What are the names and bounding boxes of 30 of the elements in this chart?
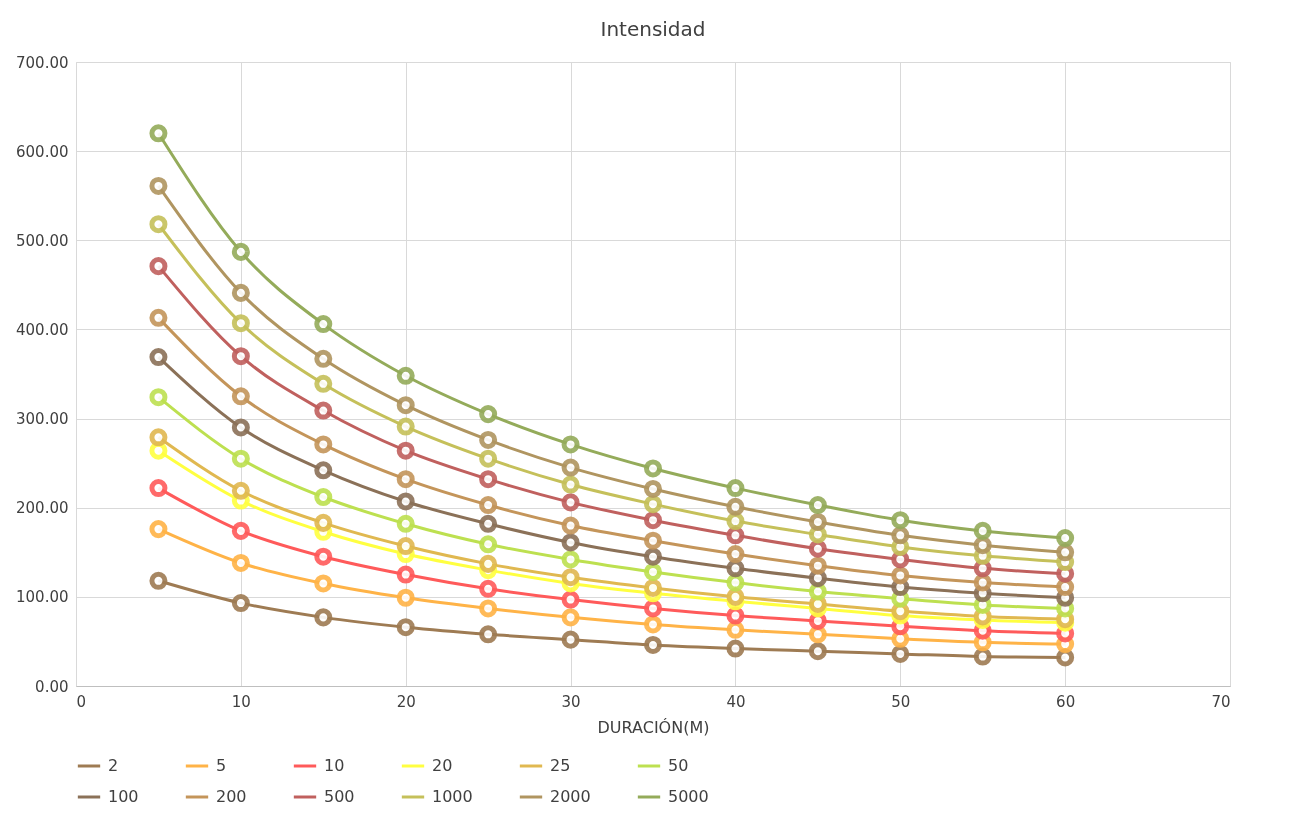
legend-label: 2 [108,756,119,775]
legend-label: 50 [668,756,689,775]
x-tick-label: 20 [396,692,416,711]
legend-label: 10 [324,756,345,775]
y-tick-label: 500.00 [16,231,69,250]
x-tick-label: 10 [231,692,251,711]
legend-label: 5000 [668,787,709,806]
x-axis-title: DURACIÓN(M) [597,717,710,737]
chart-title: Intensidad [600,17,706,41]
y-tick-label: 200.00 [16,499,69,518]
legend-label: 5 [216,756,227,775]
x-tick-label: 0 [76,692,87,711]
y-tick-label: 400.00 [16,320,69,339]
x-tick-label: 70 [1211,692,1231,711]
legend-label: 2000 [550,787,591,806]
legend-label: 200 [216,787,247,806]
x-tick-label: 40 [726,692,746,711]
legend-label: 500 [324,787,355,806]
legend-label: 20 [432,756,453,775]
y-tick-label: 700.00 [16,53,69,72]
y-tick-label: 600.00 [16,142,69,161]
x-tick-label: 30 [561,692,581,711]
x-tick-label: 60 [1056,692,1076,711]
legend-label: 25 [550,756,571,775]
legend-label: 100 [108,787,139,806]
legend-label: 1000 [432,787,473,806]
y-tick-label: 300.00 [16,410,69,429]
x-tick-label: 50 [891,692,911,711]
y-tick-label: 0.00 [35,677,69,696]
y-tick-label: 100.00 [16,588,69,607]
